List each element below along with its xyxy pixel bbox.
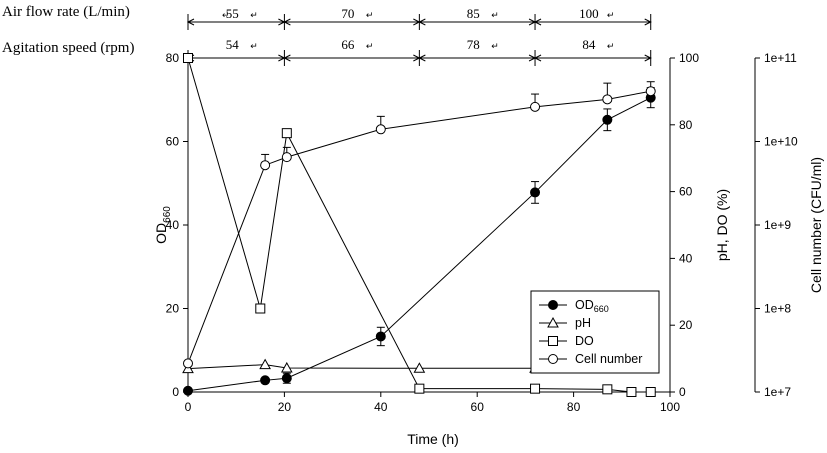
left-tick-label: 80	[166, 51, 180, 65]
legend-label-ph: pH	[575, 316, 591, 330]
right-tick-label: 20	[679, 318, 693, 332]
left-tick-label: 0	[172, 385, 179, 399]
legend-marker-od	[548, 300, 558, 310]
legend: OD660 pH DO Cell number	[530, 290, 660, 374]
agitation-label: Agitation speed (rpm)	[2, 40, 134, 56]
airflow-return-mark: ↵	[366, 10, 374, 20]
legend-marker-cell-number	[548, 354, 558, 364]
point-cell-number	[530, 101, 541, 112]
point-do	[645, 387, 656, 397]
far-right-tick-label: 1e+11	[764, 51, 797, 65]
agitation-return-mark: ↵	[607, 41, 615, 51]
agitation-value: 66	[341, 37, 355, 52]
right-axis-label: pH, DO (%)	[714, 189, 730, 261]
series-do	[183, 53, 656, 397]
airflow-value: 55	[226, 6, 239, 21]
airflow-arrow-left	[418, 18, 426, 26]
airflow-return-mark: ↵	[491, 10, 499, 20]
point-ph	[259, 358, 271, 370]
point-od	[281, 373, 292, 384]
far-right-tick-label: 1e+9	[764, 218, 791, 232]
airflow-return-mark: ↵	[250, 10, 258, 20]
airflow-value: 70	[341, 6, 354, 21]
point-do	[255, 303, 266, 314]
point-cell-number	[260, 160, 271, 171]
series-cell-number	[183, 81, 656, 369]
point-cell-number	[602, 94, 613, 105]
left-tick-label: 40	[166, 218, 180, 232]
right-tick-label: 80	[679, 118, 693, 132]
far-right-axis-label: Cell number (CFU/ml)	[808, 157, 824, 293]
legend-marker-do	[548, 336, 558, 346]
legend-label-cell-number: Cell number	[575, 352, 642, 366]
point-od	[530, 187, 541, 198]
agitation-return-mark: ↵	[366, 41, 374, 51]
left-tick-label: 60	[166, 135, 180, 149]
airflow-arrow-left	[186, 18, 195, 26]
x-tick-label: 40	[374, 400, 388, 414]
agitation-return-mark: ↵	[491, 41, 499, 51]
point-do	[602, 384, 613, 395]
point-do	[530, 383, 541, 394]
legend-label-do: DO	[575, 334, 594, 348]
agitation-value: 84	[582, 37, 596, 52]
point-ph	[280, 361, 293, 373]
far-right-tick-label: 1e+10	[764, 135, 798, 149]
point-do	[281, 128, 292, 139]
right-tick-label: 0	[679, 385, 686, 399]
point-od	[260, 375, 271, 386]
far-right-tick-label: 1e+7	[764, 385, 791, 399]
point-od	[602, 114, 613, 125]
point-cell-number	[281, 152, 292, 163]
x-tick-label: 20	[278, 400, 292, 414]
point-od	[375, 331, 386, 342]
right-tick-label: 40	[679, 251, 693, 265]
left-axis-label-sub: 660	[162, 206, 173, 223]
point-do	[414, 383, 425, 394]
point-od	[183, 385, 193, 396]
x-tick-label: 80	[567, 400, 581, 414]
x-tick-label: 0	[185, 400, 192, 414]
airflow-arrow-left	[533, 18, 542, 26]
airflow-label: Air flow rate (L/min)	[2, 4, 130, 20]
agitation-arrow-right	[644, 54, 652, 62]
x-tick-label: 60	[471, 400, 485, 414]
legend-label-od: OD660	[575, 298, 609, 314]
x-tick-label: 100	[660, 400, 680, 414]
point-cell-number	[375, 124, 386, 135]
point-do	[626, 387, 637, 397]
series-layer	[182, 53, 657, 397]
svg-text:pH, DO (%): pH, DO (%)	[714, 189, 730, 261]
right-tick-label: 60	[679, 185, 693, 199]
agitation-arrow-left	[283, 54, 291, 62]
point-do	[183, 53, 193, 63]
agitation-value: 54	[226, 37, 240, 52]
x-axis-label: Time (h)	[407, 431, 459, 447]
airflow-value: 100	[579, 6, 599, 21]
header-annotations: Air flow rate (L/min) Agitation speed (r…	[2, 4, 652, 66]
left-axis-label-main: OD	[153, 223, 169, 244]
svg-text:Cell number (CFU/ml): Cell number (CFU/ml)	[808, 157, 824, 293]
left-tick-label: 20	[166, 302, 180, 316]
axes: 0 20 40 60 80 1000204060800204060801001e+71e+…	[166, 51, 798, 414]
airflow-arrow-left	[283, 18, 291, 26]
legend-marker-ph	[547, 316, 559, 328]
left-axis-label: OD660	[153, 206, 173, 244]
agitation-arrow-left	[533, 54, 542, 62]
point-cell-number	[645, 86, 656, 97]
airflow-label-return-mark: ↵	[222, 10, 230, 20]
airflow-value: 85	[467, 6, 480, 21]
point-cell-number	[183, 358, 193, 369]
point-ph	[413, 362, 426, 373]
airflow-return-mark: ↵	[607, 10, 615, 20]
agitation-value: 78	[467, 37, 480, 52]
airflow-arrow-right	[644, 18, 652, 26]
svg-text:OD660: OD660	[153, 206, 173, 244]
agitation-return-mark: ↵	[250, 41, 258, 51]
far-right-tick-label: 1e+8	[764, 302, 791, 316]
right-tick-label: 100	[679, 51, 699, 65]
series-od	[183, 87, 656, 396]
agitation-arrow-left	[418, 54, 426, 62]
